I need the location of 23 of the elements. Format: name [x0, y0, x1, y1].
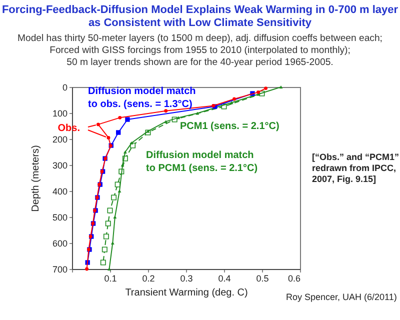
y-tick-label: 300	[52, 160, 68, 170]
x-tick-label: 0.5	[256, 274, 269, 284]
text: [“Obs.” and “PCM1” redrawn from IPCC, 2007, Fig. 9.15]	[312, 152, 400, 185]
x-tick-label: 0.3	[180, 274, 193, 284]
chart-subtitle: Model has thirty 50-meter layers (to 1500 m deep), adj. diffusion coeffs between each; Forced with GISS forcings from 1955 to 2010 (interpolated to monthly); 50 m layer trends shown are for the 40-year period 1965-2005.	[16, 33, 384, 69]
x-tick-label: 0.2	[142, 274, 155, 284]
text: Roy Spencer, UAH (6/2011)	[286, 292, 397, 303]
series-label: PCM1 (sens. = 2.1°C)	[180, 121, 280, 132]
x-tick-label: 0.6	[288, 274, 300, 284]
y-tick-label: 400	[52, 186, 68, 196]
y-tick-label: 0	[62, 82, 68, 92]
y-tick-label: 600	[52, 238, 68, 248]
y-tick-label: 500	[52, 212, 68, 222]
x-axis-title: Transient Warming (deg. C)	[125, 288, 248, 298]
chart-title: Forcing-Feedback-Diffusion Model Explains Weak Warming in 0-700 m layer as Consistent with Low Climate Sensitivity	[0, 4, 400, 30]
x-tick-label: 0.4	[218, 274, 231, 284]
series-label: Diffusion model match to obs. (sens. = 1.3°C)	[88, 86, 196, 110]
series-label: Diffusion model match to PCM1 (sens. = 2.1°C)	[146, 150, 258, 174]
y-tick-label: 200	[52, 134, 68, 144]
y-tick-label: 100	[52, 108, 68, 118]
y-tick-label: 700	[52, 264, 68, 274]
x-tick-label: 0.1	[104, 274, 117, 284]
y-axis-title: Depth (meters)	[30, 145, 42, 212]
